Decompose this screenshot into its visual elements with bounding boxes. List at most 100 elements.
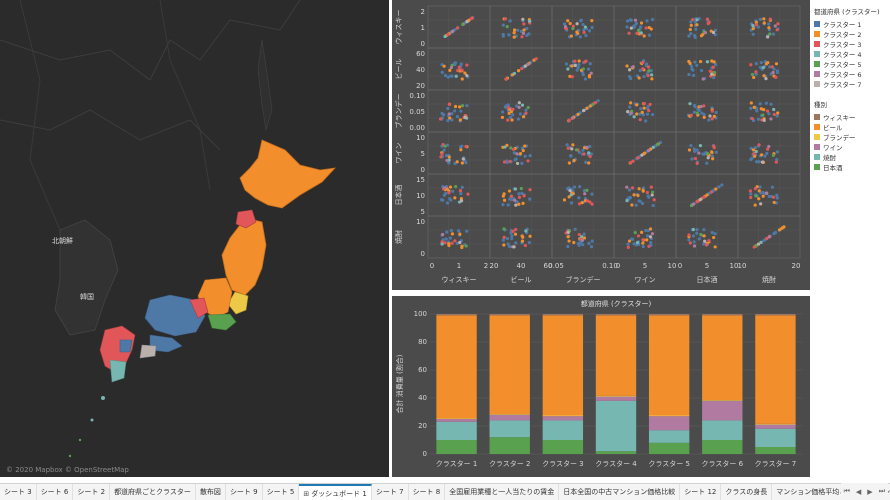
tab-first-icon[interactable]: ⏮ xyxy=(843,487,850,495)
type-legend-item[interactable]: ウィスキー xyxy=(814,112,890,122)
bar-segment[interactable] xyxy=(755,424,796,429)
scatter-cell[interactable] xyxy=(551,215,615,259)
bar-segment[interactable] xyxy=(595,314,637,316)
bar-segment[interactable] xyxy=(489,420,530,438)
sheet-tab[interactable]: 都道府県ごとクラスター xyxy=(110,484,196,500)
bar-segment[interactable] xyxy=(436,419,477,422)
tab-dashboard-1[interactable]: ⊞ ダッシュボード 1 xyxy=(299,484,372,500)
type-legend-item[interactable]: ビール xyxy=(814,122,890,132)
japan-cluster-map[interactable]: 北朝鮮 韓国 © 2020 Mapbox © OpenStreetMap xyxy=(0,0,389,477)
bar-segment[interactable] xyxy=(542,314,584,316)
bar-segment[interactable] xyxy=(648,430,690,443)
scatter-cell[interactable] xyxy=(427,47,491,91)
scatter-cell[interactable] xyxy=(489,215,553,259)
tab-prev-icon[interactable]: ◀ xyxy=(855,487,862,496)
sheet-tab[interactable]: シート 3 xyxy=(0,484,37,500)
type-legend-item[interactable]: ワイン xyxy=(814,142,890,152)
scatter-cell[interactable] xyxy=(427,131,491,175)
scatter-cell[interactable] xyxy=(675,131,739,175)
scatter-cell[interactable] xyxy=(675,173,739,217)
sheet-tab[interactable]: 散布図 xyxy=(196,484,226,500)
bar-segment[interactable] xyxy=(542,420,584,440)
bar-segment[interactable] xyxy=(702,420,743,440)
scatter-cell[interactable] xyxy=(427,89,491,133)
cluster-legend-item[interactable]: クラスター 4 xyxy=(814,49,890,59)
bar-segment[interactable] xyxy=(542,440,584,454)
sheet-tab[interactable]: クラスの身長 xyxy=(721,484,773,500)
type-legend[interactable]: ウィスキー ビール ブランデー ワイン 焼酎 日本酒 xyxy=(814,112,890,172)
scatter-cell[interactable] xyxy=(613,47,677,91)
scatter-cell[interactable] xyxy=(613,5,677,49)
bar-segment[interactable] xyxy=(489,437,530,454)
scatter-cell[interactable] xyxy=(613,131,677,175)
tab-next-icon[interactable]: ▶ xyxy=(867,487,873,496)
bar-segment[interactable] xyxy=(595,395,637,397)
bar-segment[interactable] xyxy=(436,440,477,454)
cluster-legend-item[interactable]: クラスター 6 xyxy=(814,69,890,79)
scatter-cell[interactable] xyxy=(613,215,677,259)
bar-segment[interactable] xyxy=(648,315,690,416)
stacked-bar-chart[interactable]: 都道府県 (クラスター) 合計 消費量 (割合) 0 20 40 60 80 100 クラスター… xyxy=(392,296,810,477)
bar-segment[interactable] xyxy=(702,315,743,401)
sheet-tab[interactable]: 日本全国の中古マンション価格比較 xyxy=(559,484,681,500)
scatter-cell[interactable] xyxy=(613,173,677,217)
cluster-legend-item[interactable]: クラスター 2 xyxy=(814,29,890,39)
bar-segment[interactable] xyxy=(595,396,637,401)
bar-segment[interactable] xyxy=(489,414,530,421)
bar-segment[interactable] xyxy=(436,314,477,316)
scatter-cell[interactable] xyxy=(551,173,615,217)
bar-segment[interactable] xyxy=(702,400,743,401)
scatter-cell[interactable] xyxy=(551,89,615,133)
bar-segment[interactable] xyxy=(542,315,584,416)
bar-segment[interactable] xyxy=(648,442,690,454)
scatter-cell[interactable] xyxy=(427,5,491,49)
scatter-cell[interactable] xyxy=(675,47,739,91)
bar-segment[interactable] xyxy=(702,314,743,316)
scatter-cell[interactable] xyxy=(737,131,801,175)
scatter-cell[interactable] xyxy=(489,47,553,91)
bar-segment[interactable] xyxy=(436,418,477,419)
bar-segment[interactable] xyxy=(648,416,690,431)
tab-last-icon[interactable]: ⏭ xyxy=(878,487,885,495)
scatter-cell[interactable] xyxy=(489,173,553,217)
bar-segment[interactable] xyxy=(595,315,637,396)
bar-segment[interactable] xyxy=(542,416,584,421)
bar-segment[interactable] xyxy=(489,314,530,316)
type-legend-item[interactable]: ブランデー xyxy=(814,132,890,142)
type-legend-item[interactable]: 日本酒 xyxy=(814,162,890,172)
scatter-cell[interactable] xyxy=(551,5,615,49)
sheet-tab[interactable]: シート 6 xyxy=(37,484,74,500)
scatter-cell[interactable] xyxy=(737,47,801,91)
bar-segment[interactable] xyxy=(755,447,796,454)
cluster-legend-item[interactable]: クラスター 7 xyxy=(814,79,890,89)
sheet-tab[interactable]: シート 9 xyxy=(226,484,263,500)
bar-segment[interactable] xyxy=(595,451,637,454)
scatter-cell[interactable] xyxy=(427,173,491,217)
bar-segment[interactable] xyxy=(702,400,743,421)
bar-segment[interactable] xyxy=(436,421,477,440)
scatter-cell[interactable] xyxy=(675,5,739,49)
scatter-cell[interactable] xyxy=(489,5,553,49)
map-canvas[interactable] xyxy=(0,0,389,477)
scatter-cell[interactable] xyxy=(675,215,739,259)
scatter-cell[interactable] xyxy=(427,215,491,259)
bar-segment[interactable] xyxy=(755,423,796,425)
sheet-tab[interactable]: シート 12 xyxy=(680,484,722,500)
scatter-cell[interactable] xyxy=(737,5,801,49)
scatter-cell[interactable] xyxy=(737,89,801,133)
type-legend-item[interactable]: 焼酎 xyxy=(814,152,890,162)
scatter-cell[interactable] xyxy=(675,89,739,133)
cluster-legend-item[interactable]: クラスター 5 xyxy=(814,59,890,69)
sheet-tab[interactable]: シート 2 xyxy=(73,484,111,500)
bar-segment[interactable] xyxy=(702,440,743,454)
bar-segment[interactable] xyxy=(755,315,796,424)
scatter-cell[interactable] xyxy=(489,131,553,175)
bar-segment[interactable] xyxy=(489,414,530,415)
cluster-legend[interactable]: クラスター 1 クラスター 2 クラスター 3 クラスター 4 クラスター 5 クラスター… xyxy=(814,19,890,89)
cluster-legend-item[interactable]: クラスター 1 xyxy=(814,19,890,29)
scatter-cell[interactable] xyxy=(551,131,615,175)
scatter-cell[interactable] xyxy=(489,89,553,133)
bar-segment[interactable] xyxy=(648,415,690,417)
scatter-cell[interactable] xyxy=(551,47,615,91)
